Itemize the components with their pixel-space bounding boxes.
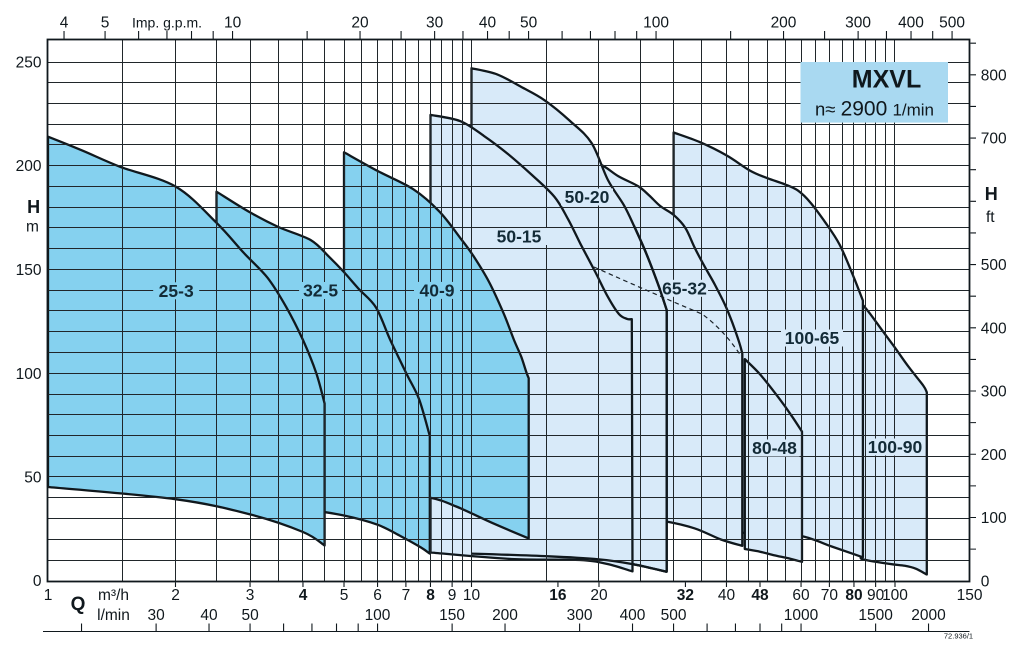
svg-text:4: 4 xyxy=(60,14,69,31)
svg-text:100-65: 100-65 xyxy=(785,328,840,348)
svg-text:40-9: 40-9 xyxy=(419,281,454,301)
svg-text:7: 7 xyxy=(402,587,411,604)
svg-text:l/min: l/min xyxy=(97,607,130,624)
svg-text:2: 2 xyxy=(171,587,180,604)
svg-text:400: 400 xyxy=(898,14,924,31)
svg-text:72.936/1: 72.936/1 xyxy=(944,632,973,641)
svg-text:10: 10 xyxy=(463,587,481,604)
svg-text:10: 10 xyxy=(224,14,242,31)
svg-text:300: 300 xyxy=(845,14,871,31)
svg-text:70: 70 xyxy=(821,587,839,604)
svg-text:400: 400 xyxy=(620,607,646,624)
svg-text:Q: Q xyxy=(71,594,86,615)
svg-text:2000: 2000 xyxy=(911,607,946,624)
svg-text:50: 50 xyxy=(520,14,538,31)
svg-text:100: 100 xyxy=(882,587,908,604)
svg-text:200: 200 xyxy=(16,158,42,175)
svg-text:200: 200 xyxy=(492,607,518,624)
svg-text:20: 20 xyxy=(590,587,608,604)
svg-text:65-32: 65-32 xyxy=(662,279,707,299)
svg-text:m: m xyxy=(26,219,39,236)
svg-text:100: 100 xyxy=(981,510,1007,527)
svg-text:100-90: 100-90 xyxy=(868,437,923,457)
svg-text:5: 5 xyxy=(101,14,110,31)
svg-text:6: 6 xyxy=(373,587,382,604)
svg-text:150: 150 xyxy=(16,262,42,279)
svg-text:90: 90 xyxy=(867,587,885,604)
svg-text:H: H xyxy=(27,197,40,217)
svg-text:25-3: 25-3 xyxy=(159,281,194,301)
svg-text:4: 4 xyxy=(299,587,308,604)
svg-text:80: 80 xyxy=(845,587,862,604)
svg-text:20: 20 xyxy=(351,14,369,31)
svg-text:m³/h: m³/h xyxy=(98,587,129,604)
svg-text:40: 40 xyxy=(479,14,497,31)
svg-text:150: 150 xyxy=(439,607,465,624)
svg-text:32-5: 32-5 xyxy=(303,281,338,301)
svg-text:800: 800 xyxy=(981,67,1007,84)
svg-text:50: 50 xyxy=(24,470,42,487)
svg-text:48: 48 xyxy=(751,587,769,604)
svg-text:32: 32 xyxy=(677,587,694,604)
svg-text:300: 300 xyxy=(981,384,1007,401)
svg-text:8: 8 xyxy=(426,587,435,604)
svg-text:50-15: 50-15 xyxy=(497,227,542,247)
svg-text:MXVL: MXVL xyxy=(852,66,921,94)
svg-text:3: 3 xyxy=(246,587,255,604)
svg-text:400: 400 xyxy=(981,320,1007,337)
svg-text:100: 100 xyxy=(365,607,391,624)
svg-text:H: H xyxy=(985,184,998,204)
svg-text:500: 500 xyxy=(981,257,1007,274)
svg-text:60: 60 xyxy=(792,587,810,604)
svg-text:50: 50 xyxy=(241,607,259,624)
svg-text:Imp. g.p.m.: Imp. g.p.m. xyxy=(132,14,202,30)
svg-text:n≈ 2900 1/min: n≈ 2900 1/min xyxy=(815,98,934,121)
svg-text:200: 200 xyxy=(771,14,797,31)
svg-text:5: 5 xyxy=(340,587,349,604)
svg-text:0: 0 xyxy=(981,573,990,590)
svg-text:30: 30 xyxy=(426,14,444,31)
svg-text:80-48: 80-48 xyxy=(752,438,797,458)
svg-text:250: 250 xyxy=(16,55,42,72)
svg-text:16: 16 xyxy=(549,587,567,604)
svg-text:40: 40 xyxy=(200,607,218,624)
svg-text:1500: 1500 xyxy=(858,607,893,624)
svg-text:50-20: 50-20 xyxy=(565,187,610,207)
svg-text:150: 150 xyxy=(957,587,983,604)
svg-text:30: 30 xyxy=(147,607,165,624)
svg-text:1: 1 xyxy=(44,587,53,604)
svg-text:200: 200 xyxy=(981,447,1007,464)
svg-text:100: 100 xyxy=(16,366,42,383)
svg-text:500: 500 xyxy=(939,14,965,31)
svg-text:1000: 1000 xyxy=(784,607,819,624)
svg-text:40: 40 xyxy=(718,587,736,604)
svg-text:9: 9 xyxy=(448,587,457,604)
svg-text:100: 100 xyxy=(643,14,669,31)
svg-text:700: 700 xyxy=(981,131,1007,148)
svg-text:300: 300 xyxy=(567,607,593,624)
svg-text:ft: ft xyxy=(986,209,995,226)
svg-text:0: 0 xyxy=(33,573,42,590)
svg-text:500: 500 xyxy=(661,607,687,624)
